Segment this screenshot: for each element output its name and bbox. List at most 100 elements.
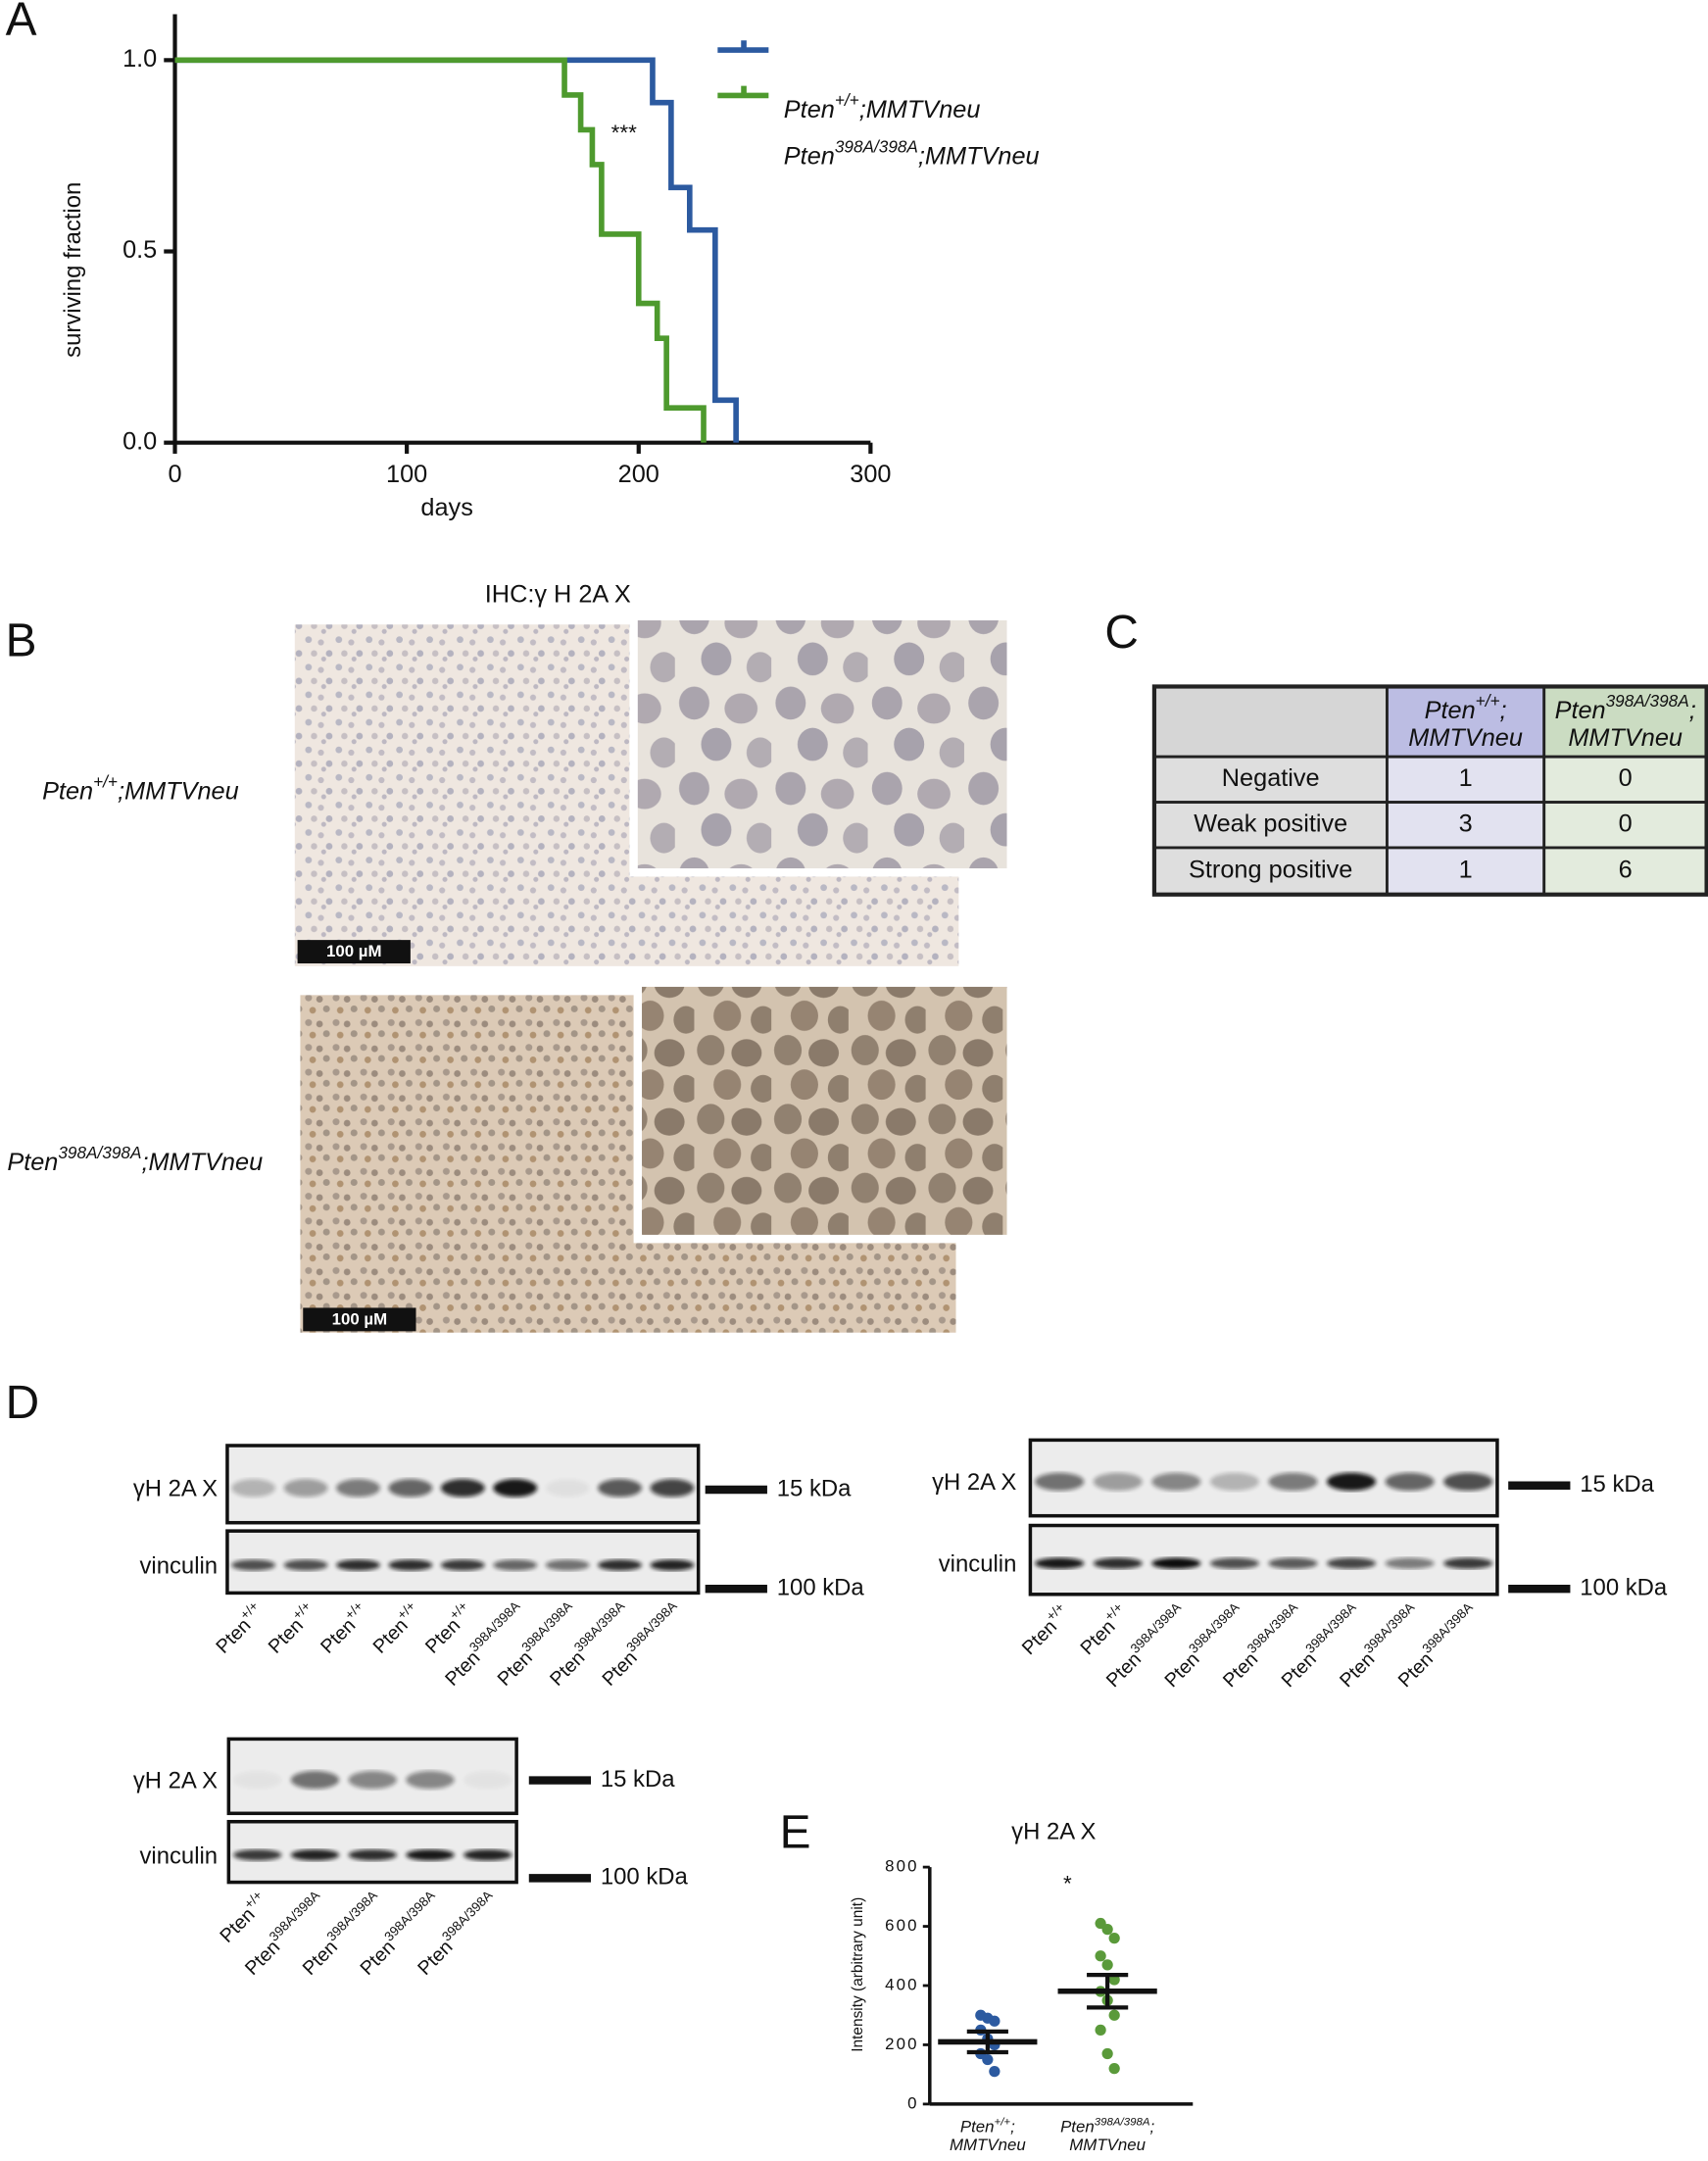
table-value: 1: [1459, 764, 1473, 792]
survival-curve: [174, 57, 739, 443]
x-axis-label: days: [420, 494, 472, 521]
y-tick-label: 800: [885, 1857, 918, 1876]
blot-band: [464, 1771, 512, 1790]
blot-band: [545, 1559, 590, 1571]
blot-band: [1035, 1472, 1085, 1492]
y-tick-label: 200: [885, 2035, 918, 2053]
x-tick-label: 100: [386, 461, 427, 488]
table: Pten+/+; MMTVneu Pten398A/398A; MMTVneu Nega…: [1151, 684, 1708, 897]
column-header: Pten+/+; MMTVneu: [1408, 690, 1523, 751]
blot-band: [1268, 1472, 1318, 1492]
blot-band: [598, 1559, 642, 1571]
dot: [1101, 2047, 1113, 2060]
annotation: *: [1063, 1871, 1072, 1895]
blot-band: [1151, 1472, 1201, 1492]
blot-band: [233, 1849, 282, 1861]
table-cell: [1386, 755, 1546, 804]
blot-band: [1268, 1557, 1318, 1569]
marker-label: 100 kDa: [601, 1864, 689, 1891]
blot-band: [598, 1479, 642, 1498]
row-label: Pten+/+;MMTVneu: [42, 771, 239, 805]
row-header: Weak positive: [1194, 810, 1347, 837]
blot-band: [1209, 1472, 1259, 1492]
blot-band: [1093, 1557, 1143, 1569]
blot-row-label: vinculin: [139, 1553, 218, 1580]
x-tick-label: 200: [618, 461, 659, 488]
blot-band: [388, 1559, 433, 1571]
blot-row-label: γH 2A X: [133, 1475, 218, 1501]
scale-bar: [297, 940, 411, 964]
micrograph-inset: [629, 612, 1015, 877]
blot-band: [1093, 1472, 1143, 1492]
y-tick-label: 600: [885, 1916, 918, 1935]
lane-label: Pten+/+: [366, 1598, 426, 1658]
blot-band: [545, 1479, 590, 1498]
blot-band: [336, 1559, 380, 1571]
legend-label: Pten398A/398A;MMTVneu: [784, 136, 1040, 170]
annotation: ***: [611, 121, 638, 145]
marker-label: 15 kDa: [1580, 1471, 1654, 1498]
y-axis-label: surviving fraction: [60, 182, 86, 358]
blot-band: [1385, 1472, 1435, 1492]
lane-label: Pten+/+: [314, 1598, 373, 1658]
blot-band: [406, 1849, 455, 1861]
blot-band: [1151, 1557, 1201, 1569]
panel-label: D: [6, 1377, 40, 1429]
blot-band: [493, 1559, 538, 1571]
table-cell: [1386, 846, 1546, 897]
x-tick-label: Pten398A/398A; MMTVneu: [1060, 2116, 1154, 2154]
row-header: Negative: [1222, 764, 1320, 792]
dot: [1095, 1950, 1106, 1962]
blot-band: [388, 1479, 433, 1498]
lane-label: Pten+/+: [1015, 1599, 1075, 1659]
marker-label: 15 kDa: [777, 1475, 852, 1501]
blot-band: [231, 1479, 276, 1498]
panel-label: A: [6, 0, 37, 46]
scale-bar: [303, 1307, 416, 1332]
blot-band: [464, 1849, 512, 1861]
dot: [1108, 2009, 1120, 2021]
dot: [982, 2053, 994, 2066]
y-axis-label: Intensity (arbitrary unit): [850, 1897, 866, 2052]
blot-band: [336, 1479, 380, 1498]
dot: [1101, 1959, 1113, 1971]
table-value: 0: [1619, 764, 1633, 792]
y-tick-label: 0.5: [122, 236, 157, 264]
table-value: 1: [1459, 857, 1473, 884]
row-header: Strong positive: [1189, 857, 1352, 884]
y-tick-label: 0.0: [122, 427, 157, 455]
x-tick-label: 0: [168, 461, 181, 488]
blot-band: [1327, 1472, 1377, 1492]
blot-row-label: γH 2A X: [133, 1767, 218, 1793]
chart-title: γH 2A X: [1011, 1818, 1096, 1844]
x-tick-label: 300: [850, 461, 891, 488]
blot-band: [290, 1849, 340, 1861]
blot-band: [440, 1479, 485, 1498]
blot-band: [440, 1559, 485, 1571]
blot-band: [233, 1771, 282, 1790]
dot: [1101, 1923, 1113, 1936]
table-value: 3: [1459, 810, 1473, 837]
row-label: Pten398A/398A;MMTVneu: [7, 1142, 263, 1175]
blot-band: [650, 1559, 695, 1571]
table-value: 6: [1619, 857, 1633, 884]
lane-label: Pten+/+: [210, 1598, 269, 1658]
blot-band: [283, 1479, 328, 1498]
table-value: 0: [1619, 810, 1633, 837]
marker-label: 100 kDa: [1580, 1574, 1668, 1600]
ihc-title: IHC:γ H 2A X: [485, 580, 631, 608]
scale-bar-label: 100 µM: [326, 942, 382, 960]
table-cell: [1152, 801, 1389, 850]
blot-row-label: vinculin: [939, 1551, 1017, 1578]
y-tick-label: 1.0: [122, 45, 157, 73]
blot-row-label: vinculin: [139, 1843, 218, 1870]
blot-band: [283, 1559, 328, 1571]
blot-band: [1327, 1557, 1377, 1569]
dot: [989, 2015, 1000, 2027]
blot-band: [231, 1559, 276, 1571]
blot-row-label: γH 2A X: [932, 1469, 1016, 1496]
survival-curve: [174, 57, 707, 443]
blot-band: [1443, 1472, 1493, 1492]
panel-label: B: [6, 615, 37, 667]
